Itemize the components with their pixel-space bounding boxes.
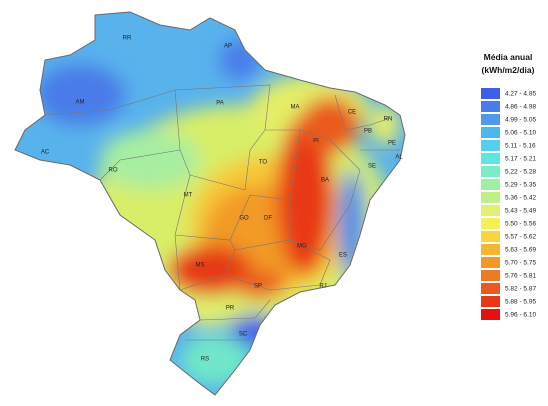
- state-label: SC: [239, 332, 248, 338]
- legend-swatch: [481, 192, 500, 203]
- legend-label: 5.36 - 5.42: [505, 195, 536, 202]
- state-label: PB: [364, 129, 372, 135]
- state-label: PI: [313, 139, 319, 145]
- legend-label: 4.99 - 5.05: [505, 117, 536, 124]
- legend-label: 5.76 - 5.81: [505, 273, 536, 280]
- legend-label: 5.29 - 5.35: [505, 182, 536, 189]
- legend-label: 5.63 - 5.69: [505, 247, 536, 254]
- legend-swatch: [481, 270, 500, 281]
- legend-label: 5.17 - 5.21: [505, 156, 536, 163]
- state-label: BA: [321, 178, 329, 184]
- legend-label: 4.27 - 4.85: [505, 91, 536, 98]
- legend-label: 5.06 - 5.10: [505, 130, 536, 137]
- state-label: DF: [264, 216, 272, 222]
- legend-swatch: [481, 153, 500, 164]
- legend-label: 5.11 - 5.16: [505, 143, 536, 150]
- legend-label: 4.86 - 4.98: [505, 104, 536, 111]
- legend-swatch: [481, 257, 500, 268]
- state-label: CE: [348, 110, 356, 116]
- state-label: MG: [297, 244, 307, 250]
- state-labels: RR AP AM PA MA CE RN PB PE AL SE PI AC R…: [41, 36, 404, 363]
- legend-swatch: [481, 88, 500, 99]
- legend-swatch: [481, 114, 500, 125]
- legend-swatch: [481, 140, 500, 151]
- state-borders: [44, 84, 400, 341]
- legend-label: 5.96 - 6.10: [505, 312, 536, 319]
- state-label: PA: [216, 101, 224, 107]
- state-label: MS: [196, 263, 205, 269]
- legend-swatch: [481, 296, 500, 307]
- state-label: RR: [123, 36, 132, 42]
- legend-swatch: [481, 244, 500, 255]
- legend-swatch: [481, 231, 500, 242]
- state-label: ES: [339, 253, 347, 259]
- state-label: RJ: [319, 284, 326, 290]
- state-label: GO: [239, 216, 249, 222]
- legend-swatch: [481, 283, 500, 294]
- state-label: TO: [259, 160, 268, 166]
- irradiation-field: [15, 12, 405, 395]
- legend-title: (kWh/m2/dia): [482, 65, 535, 75]
- legend-label: 5.50 - 5.56: [505, 221, 536, 228]
- legend-label: 5.82 - 5.87: [505, 286, 536, 293]
- state-label: AM: [76, 100, 85, 106]
- legend-swatch: [481, 218, 500, 229]
- state-label: PE: [388, 141, 396, 147]
- legend-swatch: [481, 127, 500, 138]
- state-label: AC: [41, 150, 50, 156]
- state-label: AL: [395, 155, 403, 161]
- legend-swatch: [481, 166, 500, 177]
- legend-swatch: [481, 179, 500, 190]
- state-label: RN: [384, 117, 393, 123]
- legend-label: 5.22 - 5.28: [505, 169, 536, 176]
- state-label: SE: [368, 164, 376, 170]
- legend-swatch: [481, 101, 500, 112]
- legend-label: 5.88 - 5.95: [505, 299, 536, 306]
- legend: Média anual (kWh/m2/dia) 4.27 - 4.85 4.86…: [481, 52, 536, 320]
- state-label: RO: [109, 168, 118, 174]
- state-label: PR: [226, 306, 235, 312]
- legend-swatch: [481, 309, 500, 320]
- legend-label: 5.43 - 5.49: [505, 208, 536, 215]
- state-label: MA: [291, 105, 300, 111]
- legend-label: 5.57 - 5.62: [505, 234, 536, 241]
- state-label: RS: [201, 357, 209, 363]
- legend-swatch: [481, 205, 500, 216]
- legend-label: 5.70 - 5.75: [505, 260, 536, 267]
- legend-title: Média anual: [484, 52, 533, 62]
- state-label: MT: [184, 193, 193, 199]
- state-label: SP: [254, 284, 262, 290]
- state-label: AP: [224, 44, 232, 50]
